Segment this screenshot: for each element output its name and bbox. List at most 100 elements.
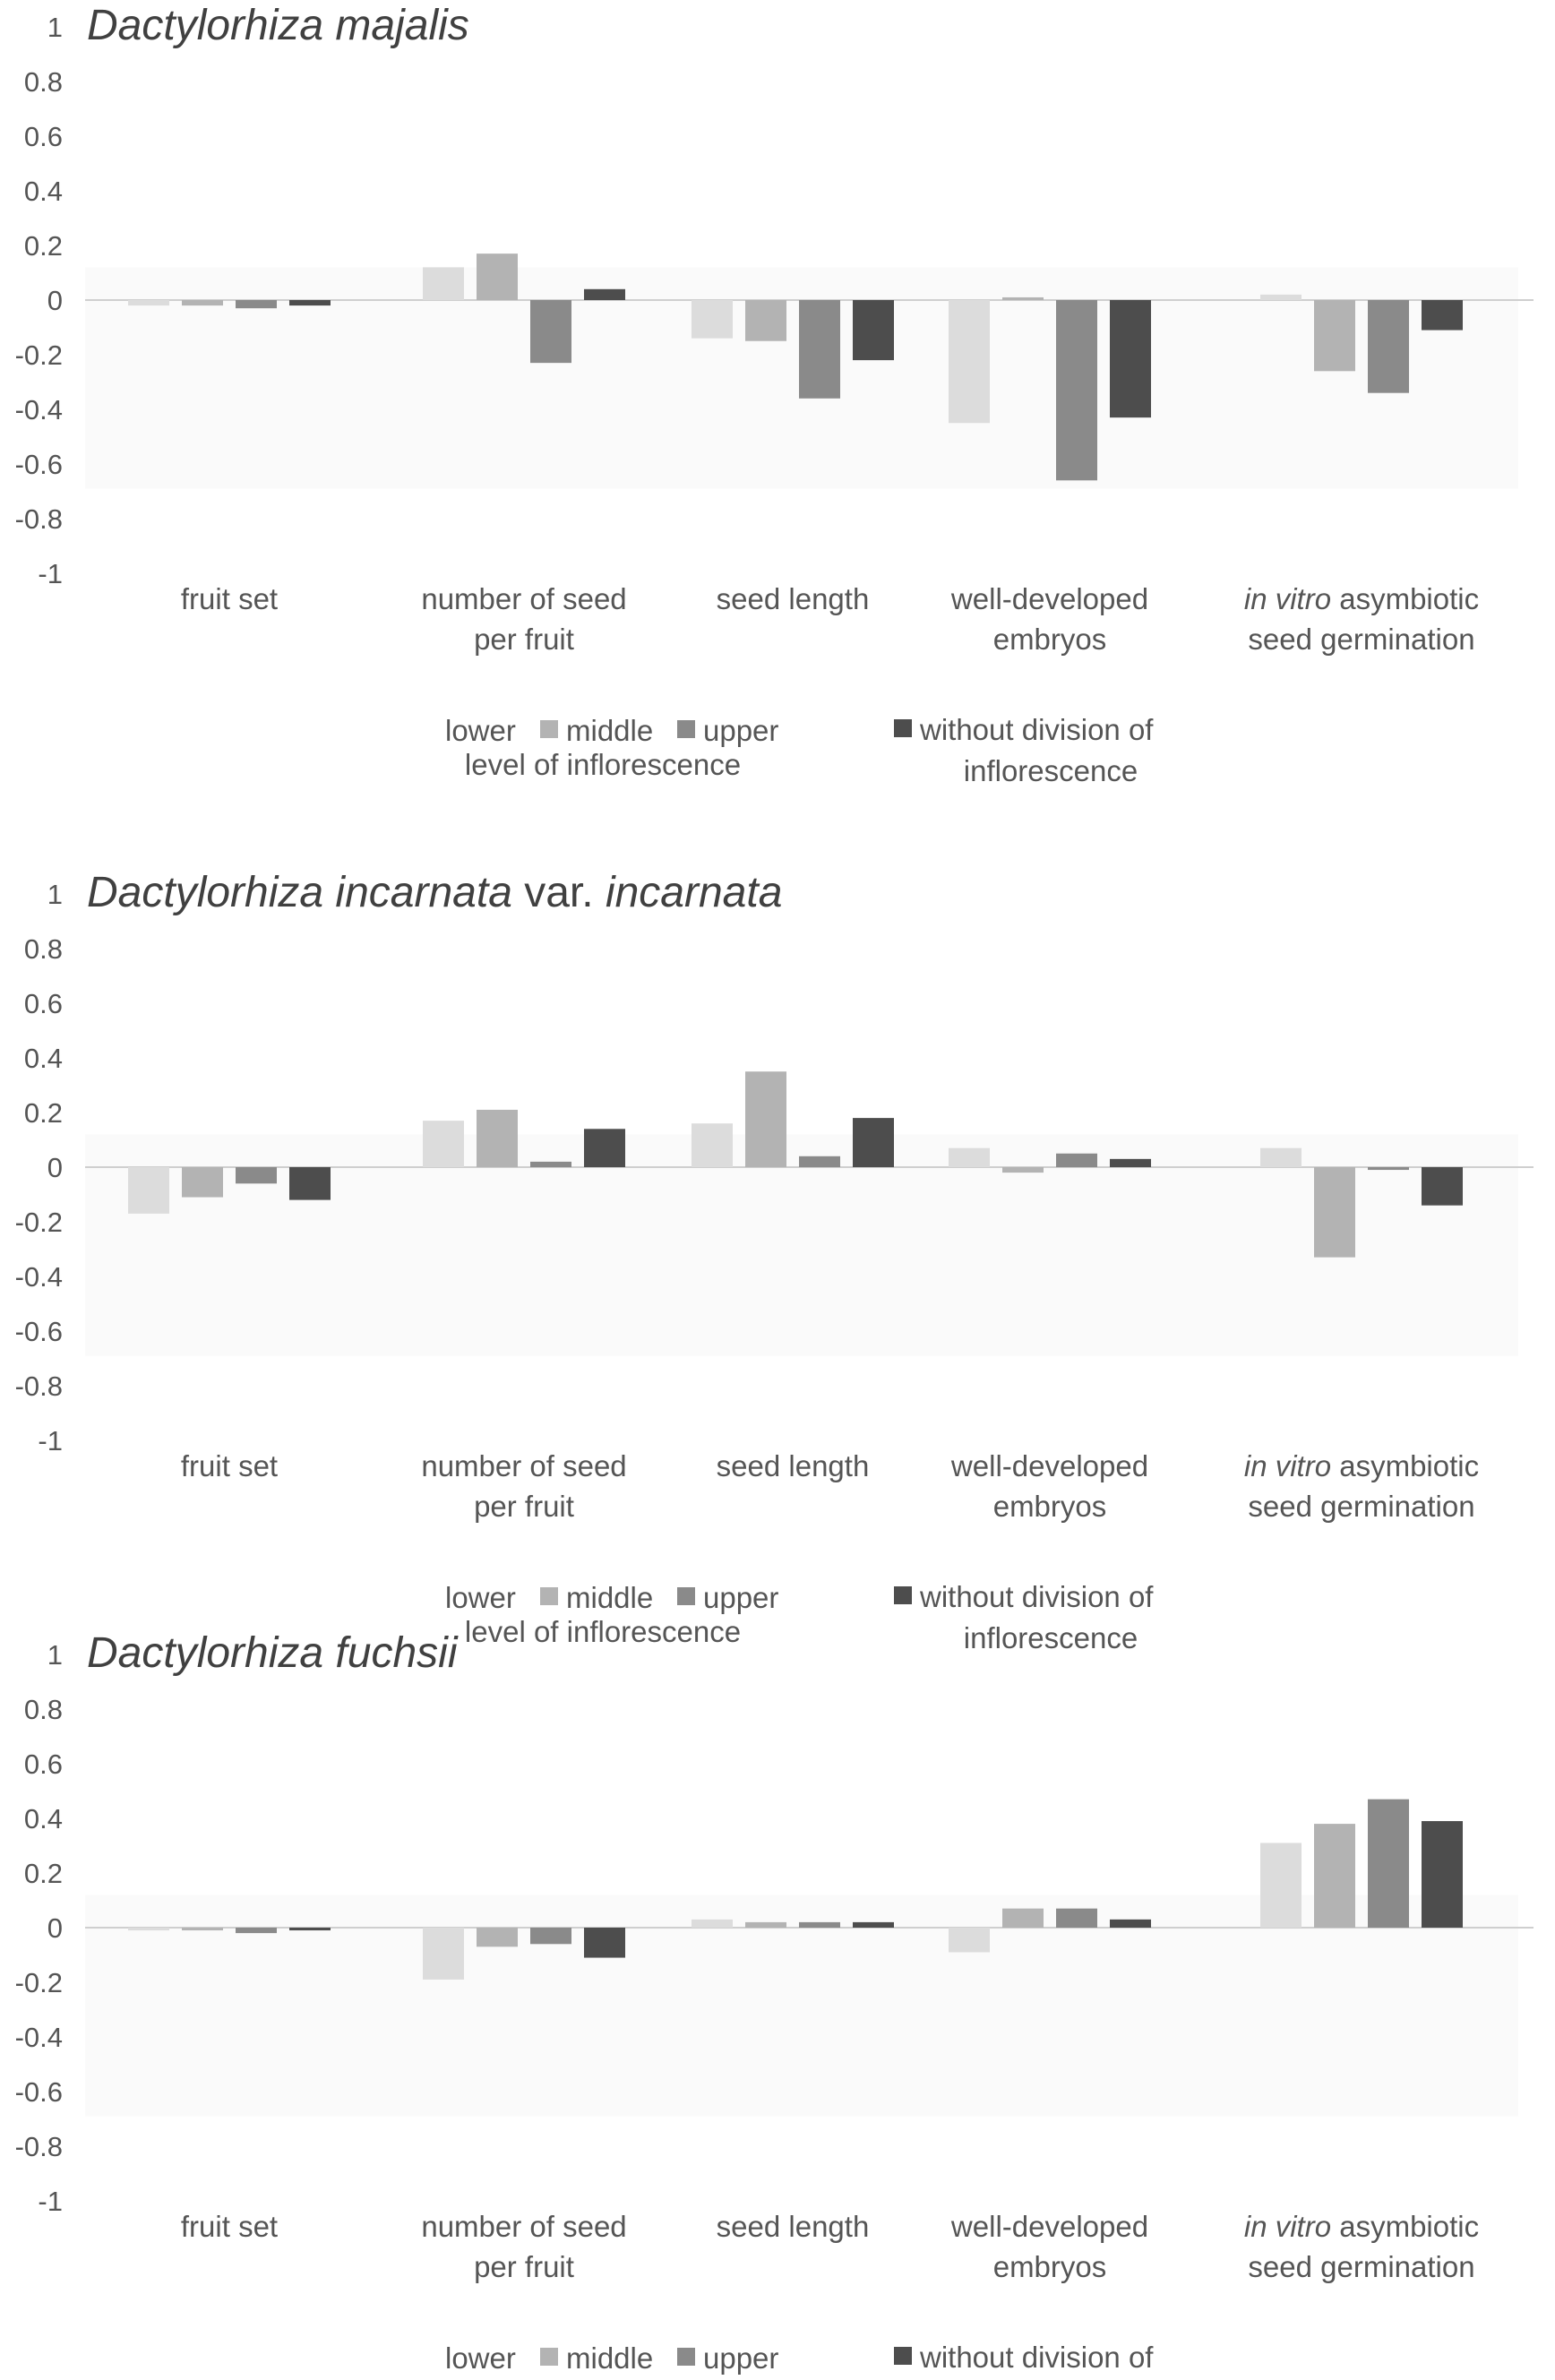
bar-5-series-4 bbox=[1422, 300, 1463, 331]
bar-1-series-2 bbox=[182, 1167, 223, 1198]
legend-middle-label: middle bbox=[566, 714, 653, 747]
legend-lower-label: lower bbox=[445, 2341, 516, 2375]
bar-5-series-2 bbox=[1314, 1824, 1355, 1928]
bar-3-series-1 bbox=[692, 300, 733, 339]
category-label-line2: embryos bbox=[993, 2250, 1107, 2283]
legend-swatch-upper bbox=[677, 2348, 695, 2366]
y-tick-label: 1 bbox=[47, 879, 63, 910]
legend-lower-label: lower bbox=[445, 714, 516, 747]
bar-1-series-4 bbox=[289, 300, 331, 306]
legend-upper-label: upper bbox=[703, 1581, 778, 1614]
y-tick-label: 0.2 bbox=[24, 1097, 63, 1129]
y-tick-label: 0.2 bbox=[24, 1858, 63, 1889]
legend-swatch-middle bbox=[540, 720, 558, 738]
bar-2-series-3 bbox=[530, 300, 571, 364]
bar-1-series-1 bbox=[128, 1928, 169, 1931]
y-tick-label: 0.8 bbox=[24, 66, 63, 98]
bar-5-series-4 bbox=[1422, 1167, 1463, 1206]
category-label: in vitro asymbiotic bbox=[1244, 1449, 1479, 1482]
bar-3-series-3 bbox=[799, 1921, 840, 1928]
legend-lower-label: lower bbox=[445, 1581, 516, 1614]
y-tick-label: 1 bbox=[47, 1639, 63, 1671]
legend-level-label: level of inflorescence bbox=[465, 748, 741, 781]
bar-1-series-2 bbox=[182, 1928, 223, 1931]
legend-swatch-without bbox=[894, 719, 912, 737]
y-tick-label: 0.4 bbox=[24, 1803, 63, 1834]
bar-1-series-4 bbox=[289, 1928, 331, 1931]
y-tick-label: -0.4 bbox=[15, 2022, 63, 2053]
bar-2-series-4 bbox=[584, 288, 625, 300]
bar-4-series-2 bbox=[1002, 1908, 1044, 1928]
category-label-line2: seed germination bbox=[1248, 1490, 1474, 1523]
legend-level-label: level of inflorescence bbox=[465, 1615, 741, 1648]
bar-1-series-1 bbox=[128, 1167, 169, 1214]
bar-1-series-1 bbox=[128, 300, 169, 306]
bar-5-series-2 bbox=[1314, 300, 1355, 372]
chart-panel-1: Dactylorhiza majalis 1 0.8 0.6 0.4 0.2 0 -0.2 -0… bbox=[0, 0, 1555, 787]
bar-3-series-4 bbox=[853, 1921, 894, 1928]
y-tick-label: -1 bbox=[38, 2186, 63, 2217]
category-label: number of seed bbox=[421, 2210, 626, 2243]
bar-5-series-1 bbox=[1260, 1843, 1302, 1928]
category-label: seed length bbox=[717, 2210, 870, 2243]
category-label-line2: per fruit bbox=[474, 2250, 574, 2283]
bar-2-series-4 bbox=[584, 1928, 625, 1958]
y-tick-label: -0.2 bbox=[15, 339, 63, 371]
bar-3-series-3 bbox=[799, 1156, 840, 1167]
bar-2-series-2 bbox=[477, 253, 518, 300]
y-tick-label: 0 bbox=[47, 1912, 63, 1944]
category-label-line2: seed germination bbox=[1248, 623, 1474, 656]
legend-without-line1: without division of bbox=[919, 713, 1154, 746]
y-tick-label: -0.2 bbox=[15, 1967, 63, 1998]
category-label: well-developed bbox=[950, 582, 1148, 615]
y-tick-label: 0 bbox=[47, 285, 63, 316]
bar-2-series-3 bbox=[530, 1161, 571, 1167]
bar-1-series-3 bbox=[236, 300, 277, 309]
legend-upper-label: upper bbox=[703, 2341, 778, 2375]
bar-1-series-4 bbox=[289, 1167, 331, 1200]
chart-panel-3: Dactylorhiza fuchsii 1 0.8 0.6 0.4 0.2 0 -0.2 -0… bbox=[0, 1628, 1555, 2380]
y-tick-label: 0.8 bbox=[24, 933, 63, 965]
bar-1-series-3 bbox=[236, 1928, 277, 1934]
y-tick-label: -0.6 bbox=[15, 449, 63, 480]
bar-2-series-3 bbox=[530, 1928, 571, 1945]
category-label: fruit set bbox=[181, 582, 278, 615]
chart-title: Dactylorhiza fuchsii bbox=[87, 1629, 459, 1677]
bar-4-series-2 bbox=[1002, 1167, 1044, 1173]
category-label: well-developed bbox=[950, 1449, 1148, 1482]
legend-middle-label: middle bbox=[566, 1581, 653, 1614]
bar-2-series-1 bbox=[423, 1928, 464, 1980]
y-tick-label: 1 bbox=[47, 12, 63, 43]
category-label: in vitro asymbiotic bbox=[1244, 2210, 1479, 2243]
bar-4-series-1 bbox=[949, 300, 990, 424]
bar-4-series-3 bbox=[1056, 300, 1097, 481]
category-label-line2: embryos bbox=[993, 1490, 1107, 1523]
bar-4-series-1 bbox=[949, 1928, 990, 1953]
bar-2-series-4 bbox=[584, 1129, 625, 1167]
bar-3-series-3 bbox=[799, 300, 840, 399]
y-tick-label: -0.2 bbox=[15, 1207, 63, 1238]
bar-3-series-2 bbox=[745, 300, 786, 341]
legend-upper-label: upper bbox=[703, 714, 778, 747]
bar-1-series-3 bbox=[236, 1167, 277, 1184]
bar-4-series-4 bbox=[1110, 1158, 1151, 1167]
bar-4-series-2 bbox=[1002, 296, 1044, 300]
bar-5-series-2 bbox=[1314, 1167, 1355, 1258]
category-label: number of seed bbox=[421, 1449, 626, 1482]
bar-3-series-2 bbox=[745, 1921, 786, 1928]
chart-svg: Dactylorhiza majalis 1 0.8 0.6 0.4 0.2 0 -0.2 -0… bbox=[15, 2, 1534, 787]
y-tick-label: 0.6 bbox=[24, 121, 63, 152]
legend-without-line2: inflorescence bbox=[964, 754, 1138, 787]
bar-5-series-4 bbox=[1422, 1821, 1463, 1928]
y-tick-label: 0 bbox=[47, 1152, 63, 1183]
category-label: fruit set bbox=[181, 1449, 278, 1482]
y-tick-label: -0.4 bbox=[15, 394, 63, 425]
chart-svg: Dactylorhiza incarnata var. incarnata 1 0.… bbox=[15, 869, 1534, 1654]
chart-panel-2: Dactylorhiza incarnata var. incarnata 1 0.… bbox=[0, 867, 1555, 1654]
category-label-line2: embryos bbox=[993, 623, 1107, 656]
category-label-line2: per fruit bbox=[474, 1490, 574, 1523]
y-tick-label: -0.8 bbox=[15, 1370, 63, 1402]
bar-4-series-3 bbox=[1056, 1908, 1097, 1928]
category-label-line2: per fruit bbox=[474, 623, 574, 656]
